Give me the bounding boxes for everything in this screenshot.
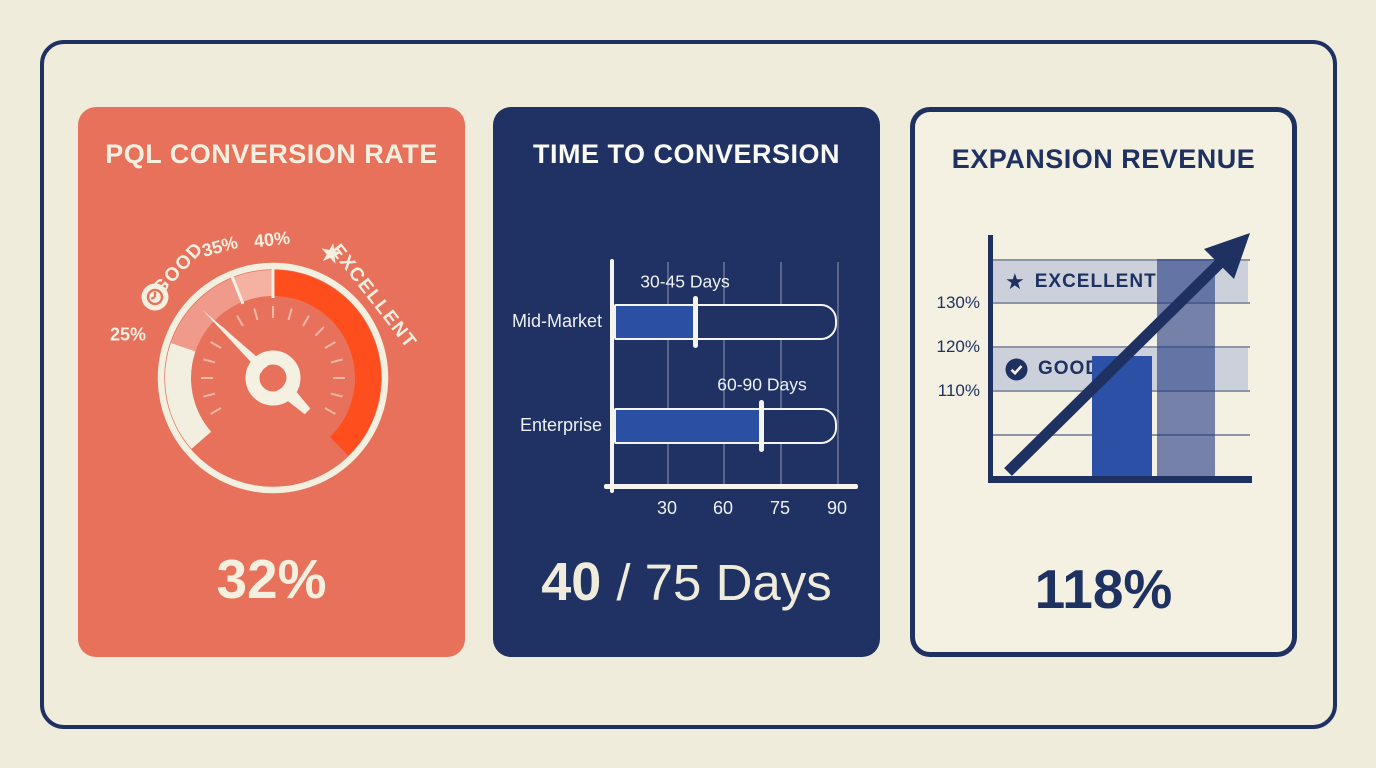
expansion-chart: ★ EXCELLENT GOOD 130% 120% 110%	[910, 107, 1297, 657]
expansion-value: 118%	[1034, 558, 1173, 620]
x-tick-75: 75	[769, 498, 791, 518]
gauge-segment-upper	[232, 269, 274, 303]
gauge-separator	[230, 276, 245, 305]
gridline-60	[723, 262, 725, 484]
category-label: Enterprise	[519, 415, 602, 435]
expansion-card-title: EXPANSION REVENUE	[951, 144, 1256, 174]
time-card-title: TIME TO CONVERSION	[532, 139, 841, 169]
gauge-label-25: 25%	[109, 324, 147, 345]
band-label-excellent: EXCELLENT	[1034, 270, 1157, 292]
time-value-primary: 40	[541, 552, 602, 612]
y-label-130: 130%	[936, 293, 980, 312]
gauge-pivot-hole	[260, 365, 286, 391]
bar-fill	[616, 306, 697, 338]
x-tick-90: 90	[826, 498, 848, 518]
gauge-pivot-ring	[245, 350, 301, 406]
bar-fill	[616, 410, 763, 442]
time-bar-chart: 30-45 Days Mid-Market 60-90 Days Enterpr…	[493, 107, 881, 657]
gauge-segment-good	[170, 277, 243, 352]
reference-bar	[1157, 259, 1215, 476]
time-value: 40 / 75 Days	[493, 551, 880, 613]
y-axis	[988, 235, 993, 483]
y-axis	[610, 259, 614, 493]
bar-marker	[692, 296, 698, 348]
x-tick-60: 60	[712, 498, 734, 518]
gridline-75	[780, 262, 782, 484]
category-label: Mid-Market	[511, 311, 602, 331]
pql-card-title: PQL CONVERSION RATE	[105, 139, 438, 169]
current-bar	[1092, 355, 1152, 476]
x-tick-30: 30	[656, 498, 678, 518]
y-label-120: 120%	[936, 337, 980, 356]
time-to-conversion-card: TIME TO CONVERSION 30-45 Days Mid-Market…	[493, 107, 880, 657]
time-value-secondary: / 75 Days	[616, 554, 832, 611]
expansion-revenue-card: EXPANSION REVENUE ★ EXCELLENT GOOD 130% …	[910, 107, 1297, 657]
pql-value: 32%	[216, 548, 327, 610]
x-axis	[988, 476, 1252, 483]
outer-frame	[40, 40, 1337, 729]
star-icon: ★	[1005, 268, 1025, 294]
gauge-segment-excellent	[272, 270, 381, 456]
range-bar-outline	[614, 408, 837, 444]
gauge-dial	[157, 262, 389, 494]
range-annotation: 60-90 Days	[717, 374, 807, 395]
range-annotation: 30-45 Days	[640, 271, 730, 292]
gauge-outer-ring	[157, 262, 389, 494]
gauge-label-40: 40%	[252, 227, 291, 252]
pql-conversion-card: PQL CONVERSION RATE 25% 35% 40% GOOD EXC…	[78, 107, 465, 657]
check-circle-icon	[1005, 358, 1028, 381]
range-bar-outline	[614, 304, 837, 340]
gridline-90	[837, 262, 839, 484]
band-label-good: GOOD	[1038, 358, 1101, 379]
pql-gauge: 25% 35% 40% GOOD EXCELLENT ★	[78, 107, 465, 657]
gridline-30	[667, 262, 669, 484]
bar-marker	[758, 400, 764, 452]
clock-icon	[141, 283, 169, 311]
gauge-segment-low	[165, 342, 212, 449]
y-label-110: 110%	[937, 381, 980, 400]
x-axis	[604, 484, 858, 489]
